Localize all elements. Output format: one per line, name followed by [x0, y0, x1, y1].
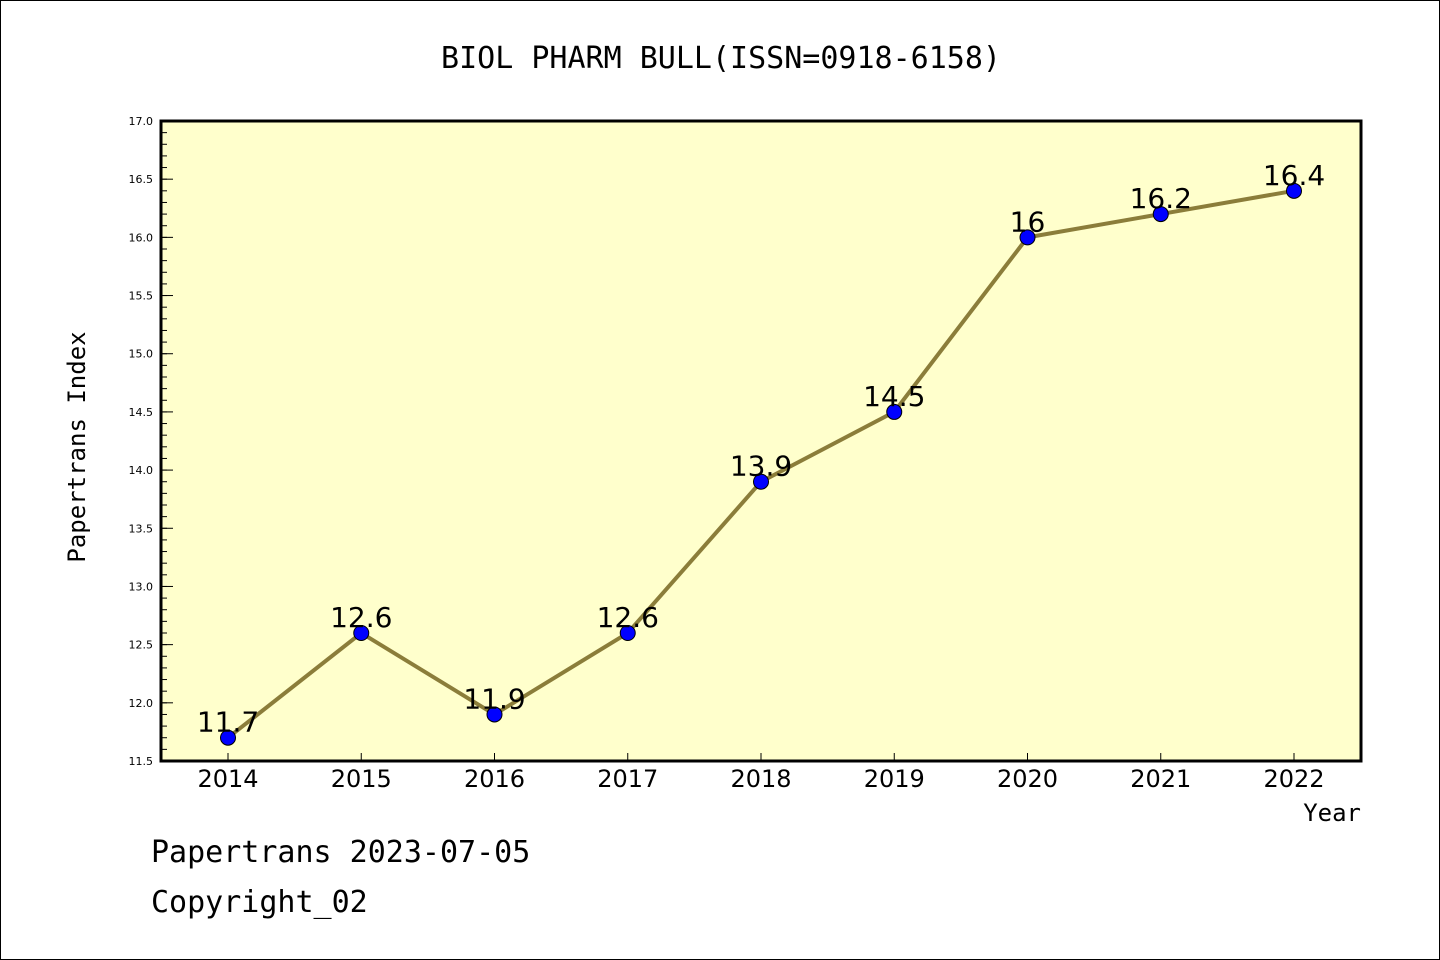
- x-tick-label: 2015: [331, 765, 392, 793]
- y-tick-label: 17.0: [129, 115, 154, 128]
- x-tick-label: 2022: [1263, 765, 1324, 793]
- data-point: [220, 729, 236, 746]
- y-tick-label: 14.5: [129, 406, 154, 419]
- y-tick-label: 15.5: [129, 290, 154, 303]
- data-label: 16: [1010, 205, 1046, 238]
- data-label: 11.9: [463, 682, 525, 715]
- data-point: [1152, 206, 1169, 223]
- data-point: [753, 473, 769, 490]
- data-point: [1286, 182, 1302, 199]
- y-tick-label: 13.5: [129, 522, 154, 535]
- y-tick-label: 14.0: [129, 464, 154, 477]
- x-tick-label: 2018: [730, 765, 791, 793]
- x-tick-label: 2019: [864, 765, 925, 793]
- y-axis-label: Papertrans Index: [63, 331, 91, 562]
- data-label: 12.6: [330, 601, 392, 634]
- plot-background: [161, 121, 1361, 761]
- footer-copyright: Copyright_02: [151, 885, 368, 920]
- x-tick-label: 2016: [464, 765, 525, 793]
- y-tick-label: 13.0: [129, 580, 154, 593]
- data-label: 11.7: [197, 706, 259, 739]
- x-tick-label: 2014: [197, 765, 258, 793]
- x-tick-label: 2017: [597, 765, 658, 793]
- y-tick-label: 11.5: [129, 755, 154, 768]
- data-label: 14.5: [863, 380, 925, 413]
- data-label: 16.2: [1130, 182, 1192, 215]
- y-tick-label: 16.5: [129, 173, 154, 186]
- y-tick-label: 12.5: [129, 639, 154, 652]
- data-label: 12.6: [597, 601, 659, 634]
- data-point: [619, 625, 636, 641]
- footer-date: Papertrans 2023-07-05: [151, 835, 531, 870]
- x-axis-label: Year: [1303, 799, 1361, 827]
- chart-title: BIOL PHARM BULL(ISSN=0918-6158): [441, 41, 1001, 76]
- data-point: [886, 403, 903, 420]
- data-point: [1019, 229, 1036, 246]
- plot-frame: [159, 119, 1363, 763]
- data-point: [353, 625, 370, 641]
- data-label: 13.9: [730, 450, 792, 483]
- data-label: 16.4: [1263, 159, 1325, 192]
- y-tick-label: 15.0: [129, 348, 154, 361]
- y-tick-label: 12.0: [129, 697, 154, 710]
- x-tick-label: 2020: [997, 765, 1058, 793]
- data-point: [486, 706, 503, 723]
- x-tick-label: 2021: [1130, 765, 1191, 793]
- y-tick-label: 16.0: [129, 231, 154, 244]
